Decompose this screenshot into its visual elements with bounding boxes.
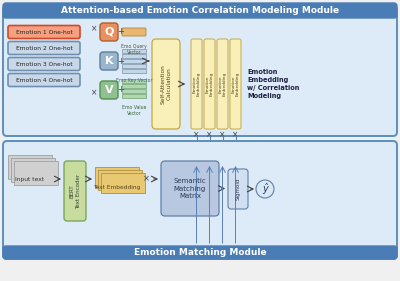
Bar bbox=[122, 69, 146, 73]
Text: Emotion 4 One-hot: Emotion 4 One-hot bbox=[16, 78, 72, 83]
FancyBboxPatch shape bbox=[100, 52, 118, 70]
Text: Emotion 2 One-hot: Emotion 2 One-hot bbox=[16, 46, 72, 51]
FancyBboxPatch shape bbox=[217, 39, 228, 129]
FancyBboxPatch shape bbox=[230, 39, 241, 129]
Bar bbox=[122, 84, 146, 88]
Text: Q: Q bbox=[104, 27, 114, 37]
Text: V: V bbox=[105, 85, 113, 95]
FancyBboxPatch shape bbox=[191, 39, 202, 129]
Text: ×: × bbox=[91, 89, 97, 98]
Text: Emotion
Embedding: Emotion Embedding bbox=[205, 72, 214, 96]
Text: ×: × bbox=[193, 130, 200, 139]
Text: ×: × bbox=[206, 130, 213, 139]
FancyBboxPatch shape bbox=[8, 26, 80, 38]
FancyBboxPatch shape bbox=[3, 6, 397, 136]
FancyBboxPatch shape bbox=[3, 3, 397, 18]
Text: Sigmoid: Sigmoid bbox=[236, 178, 240, 200]
Text: ×: × bbox=[219, 130, 226, 139]
FancyBboxPatch shape bbox=[8, 74, 80, 87]
FancyBboxPatch shape bbox=[3, 141, 397, 259]
Text: Emo Value
Vector: Emo Value Vector bbox=[122, 105, 146, 116]
Bar bbox=[122, 89, 146, 93]
Text: ×: × bbox=[142, 175, 150, 183]
Text: +: + bbox=[118, 56, 124, 65]
Text: ×: × bbox=[232, 130, 239, 139]
FancyBboxPatch shape bbox=[100, 81, 118, 99]
Bar bbox=[101, 173, 145, 193]
Text: Semantic
Matching
Matrix: Semantic Matching Matrix bbox=[174, 178, 206, 199]
FancyBboxPatch shape bbox=[8, 58, 80, 71]
Bar bbox=[11, 158, 55, 182]
FancyBboxPatch shape bbox=[152, 39, 180, 129]
Text: Emo Key Vector: Emo Key Vector bbox=[116, 78, 152, 83]
Text: Emo Query
Vector: Emo Query Vector bbox=[121, 44, 147, 55]
Text: Emotion
Embedding
w/ Correlation
Modeling: Emotion Embedding w/ Correlation Modelin… bbox=[247, 69, 299, 99]
Text: K: K bbox=[105, 56, 113, 66]
Text: +: + bbox=[118, 28, 124, 37]
FancyBboxPatch shape bbox=[8, 42, 80, 55]
FancyBboxPatch shape bbox=[3, 246, 397, 259]
FancyBboxPatch shape bbox=[204, 39, 215, 129]
Text: +: + bbox=[118, 85, 124, 94]
Bar bbox=[95, 167, 139, 187]
Text: Emotion 1 One-hot: Emotion 1 One-hot bbox=[16, 30, 72, 35]
Text: Text Embedding: Text Embedding bbox=[93, 185, 141, 189]
Bar bbox=[14, 161, 58, 185]
Text: Attention-based Emotion Correlation Modeling Module: Attention-based Emotion Correlation Mode… bbox=[61, 6, 339, 15]
Text: Emotion Matching Module: Emotion Matching Module bbox=[134, 248, 266, 257]
Text: ŷ: ŷ bbox=[262, 183, 268, 194]
Circle shape bbox=[256, 180, 274, 198]
Text: Input text: Input text bbox=[16, 176, 44, 182]
Bar bbox=[122, 59, 146, 63]
Bar bbox=[122, 94, 146, 98]
FancyBboxPatch shape bbox=[161, 161, 219, 216]
FancyBboxPatch shape bbox=[100, 23, 118, 41]
Text: Emotion 3 One-hot: Emotion 3 One-hot bbox=[16, 62, 72, 67]
Text: BERT
Text Encoder: BERT Text Encoder bbox=[70, 173, 80, 209]
Bar bbox=[122, 54, 146, 58]
Text: Emotion
Embedding: Emotion Embedding bbox=[192, 72, 201, 96]
Text: Self-Attention
Calculation: Self-Attention Calculation bbox=[160, 64, 172, 104]
FancyBboxPatch shape bbox=[122, 28, 146, 36]
Text: ×: × bbox=[91, 24, 97, 33]
Bar bbox=[122, 79, 146, 83]
Text: Emotion
Embedding: Emotion Embedding bbox=[231, 72, 240, 96]
Bar bbox=[122, 64, 146, 68]
Text: Emotion
Embedding: Emotion Embedding bbox=[218, 72, 227, 96]
Bar bbox=[98, 170, 142, 190]
FancyBboxPatch shape bbox=[64, 161, 86, 221]
FancyBboxPatch shape bbox=[228, 169, 248, 209]
Bar bbox=[122, 49, 146, 53]
Bar bbox=[8, 155, 52, 179]
